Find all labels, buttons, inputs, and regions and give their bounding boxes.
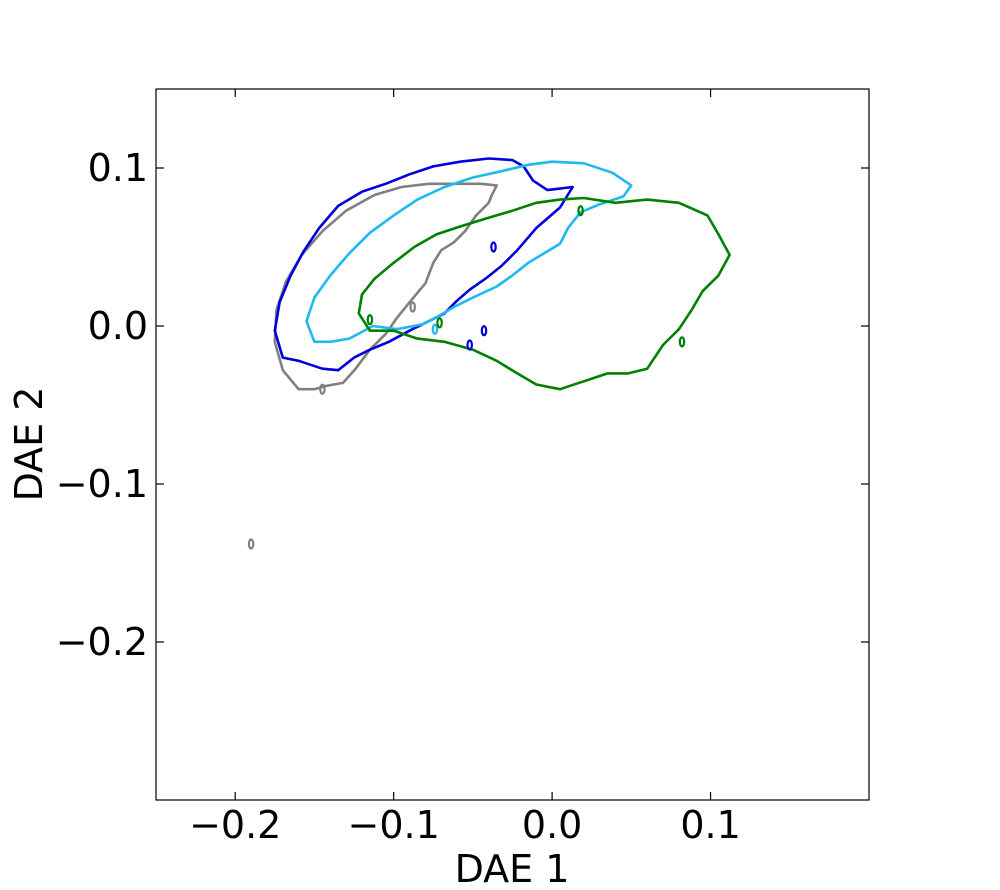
contour-island-1-0 — [466, 339, 474, 351]
x-tick-label: 0.1 — [680, 803, 740, 847]
island-layer — [247, 205, 686, 550]
y-tick-label: −0.2 — [56, 620, 148, 664]
y-tick-label: 0.1 — [88, 146, 148, 190]
contour-island-1-1 — [490, 241, 497, 253]
x-tick-label: −0.2 — [189, 803, 281, 847]
y-tick-label: −0.1 — [56, 462, 148, 506]
contour-line-2-0 — [305, 160, 633, 344]
plot-frame — [155, 88, 870, 801]
x-tick-label: 0.0 — [522, 803, 582, 847]
y-tick-label: 0.0 — [88, 304, 148, 348]
contour-island-3-3 — [678, 336, 686, 348]
contour-island-3-1 — [577, 205, 584, 217]
contour-island-1-2 — [480, 325, 488, 337]
contour-island-0-2 — [409, 301, 417, 313]
contour-island-0-0 — [319, 383, 326, 395]
x-tick-label: −0.1 — [348, 803, 440, 847]
contour-line-1-0 — [273, 157, 575, 372]
contour-island-0-1 — [247, 538, 255, 550]
contour-layer — [273, 157, 731, 391]
x-axis-label: DAE 1 — [455, 847, 570, 890]
plot-background — [156, 89, 869, 800]
contour-line-0-0 — [273, 182, 499, 391]
contour-line-3-0 — [357, 196, 731, 391]
contour-island-2-0 — [431, 323, 439, 335]
y-axis-label: DAE 2 — [7, 387, 51, 502]
tick-layer: −0.2 −0.1 0.0 0.1 0.1 0.0 −0.1 −0.2 — [56, 89, 869, 847]
contour-island-3-2 — [436, 317, 443, 329]
contour-island-3-0 — [366, 314, 374, 326]
